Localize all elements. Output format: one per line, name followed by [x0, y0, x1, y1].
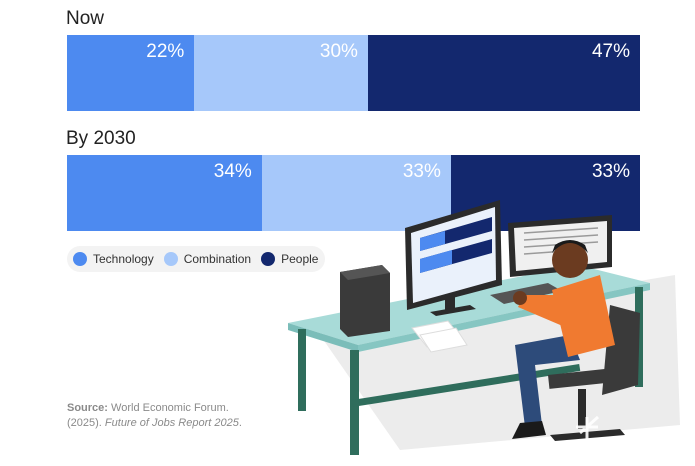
legend-label-technology: Technology [93, 252, 154, 266]
source-report-title: Future of Jobs Report 2025 [104, 417, 239, 429]
source-text-suffix: . [238, 417, 242, 429]
data-label-combination: 30% [319, 41, 358, 62]
legend-swatch-technology [73, 252, 87, 266]
legend-swatch-combination [163, 252, 178, 266]
legend-item-combination: Combination [163, 252, 252, 266]
stacked-bar-now: 22% 30% 47% [67, 35, 640, 111]
legend-item-people: People [261, 252, 318, 266]
data-label-combination: 33% [402, 161, 441, 182]
bar-segment-technology: 34% [67, 155, 262, 231]
source-note: Source: World Economic Forum. (2025). Fu… [67, 401, 242, 431]
bar-segment-combination: 30% [194, 35, 368, 111]
legend-swatch-people [261, 252, 276, 266]
source-text-prefix: (2025). [67, 417, 105, 429]
source-text-line1: World Economic Forum. [111, 402, 229, 414]
bar-segment-technology: 22% [67, 35, 195, 111]
office-worker-illustration [288, 200, 680, 455]
legend-label-combination: Combination [183, 252, 252, 266]
legend: Technology Combination People [67, 246, 325, 272]
data-label-technology: 34% [213, 161, 252, 182]
data-label-technology: 22% [146, 41, 185, 62]
group-label-2030: By 2030 [66, 128, 136, 149]
data-label-people: 47% [591, 41, 630, 62]
bar-segment-combination: 33% [261, 155, 451, 231]
bar-segment-people: 47% [367, 35, 640, 111]
data-label-people: 33% [591, 161, 630, 182]
legend-item-technology: Technology [73, 252, 154, 266]
legend-label-people: People [281, 252, 319, 266]
source-label: Source: [67, 402, 108, 414]
group-label-now: Now [66, 8, 105, 29]
